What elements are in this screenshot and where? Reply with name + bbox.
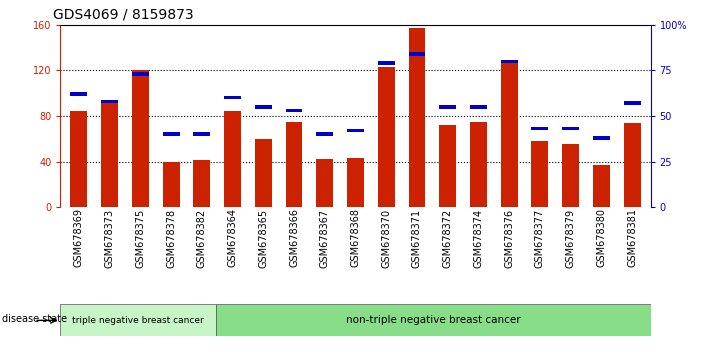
Bar — [215, 304, 651, 336]
Bar — [347, 129, 364, 132]
Bar — [224, 112, 241, 207]
Bar — [70, 112, 87, 207]
Bar — [255, 139, 272, 207]
Bar — [378, 67, 395, 207]
Bar — [562, 144, 579, 207]
Bar — [439, 105, 456, 109]
Bar — [255, 105, 272, 109]
Bar — [132, 72, 149, 76]
Bar — [163, 161, 180, 207]
Bar — [378, 61, 395, 65]
Bar — [470, 105, 487, 109]
Bar — [163, 132, 180, 136]
Bar — [531, 141, 548, 207]
Bar — [409, 52, 425, 56]
Text: triple negative breast cancer: triple negative breast cancer — [73, 316, 204, 325]
Bar — [132, 70, 149, 207]
Text: non-triple negative breast cancer: non-triple negative breast cancer — [346, 315, 520, 325]
Bar — [593, 165, 610, 207]
Bar — [347, 158, 364, 207]
Bar — [470, 122, 487, 207]
Bar — [316, 132, 333, 136]
Bar — [101, 99, 118, 103]
Bar — [439, 125, 456, 207]
Text: GDS4069 / 8159873: GDS4069 / 8159873 — [53, 7, 194, 21]
Bar — [70, 92, 87, 96]
Bar — [193, 160, 210, 207]
Bar — [286, 109, 302, 112]
Bar — [193, 132, 210, 136]
Bar — [624, 102, 641, 105]
Text: disease state: disease state — [2, 314, 68, 324]
Bar — [60, 304, 215, 336]
Bar — [562, 127, 579, 130]
Bar — [409, 28, 425, 207]
Bar — [101, 102, 118, 207]
Bar — [593, 136, 610, 139]
Bar — [224, 96, 241, 99]
Bar — [316, 159, 333, 207]
Bar — [501, 61, 518, 207]
Bar — [624, 123, 641, 207]
Bar — [501, 59, 518, 63]
Bar — [286, 122, 302, 207]
Bar — [531, 127, 548, 130]
